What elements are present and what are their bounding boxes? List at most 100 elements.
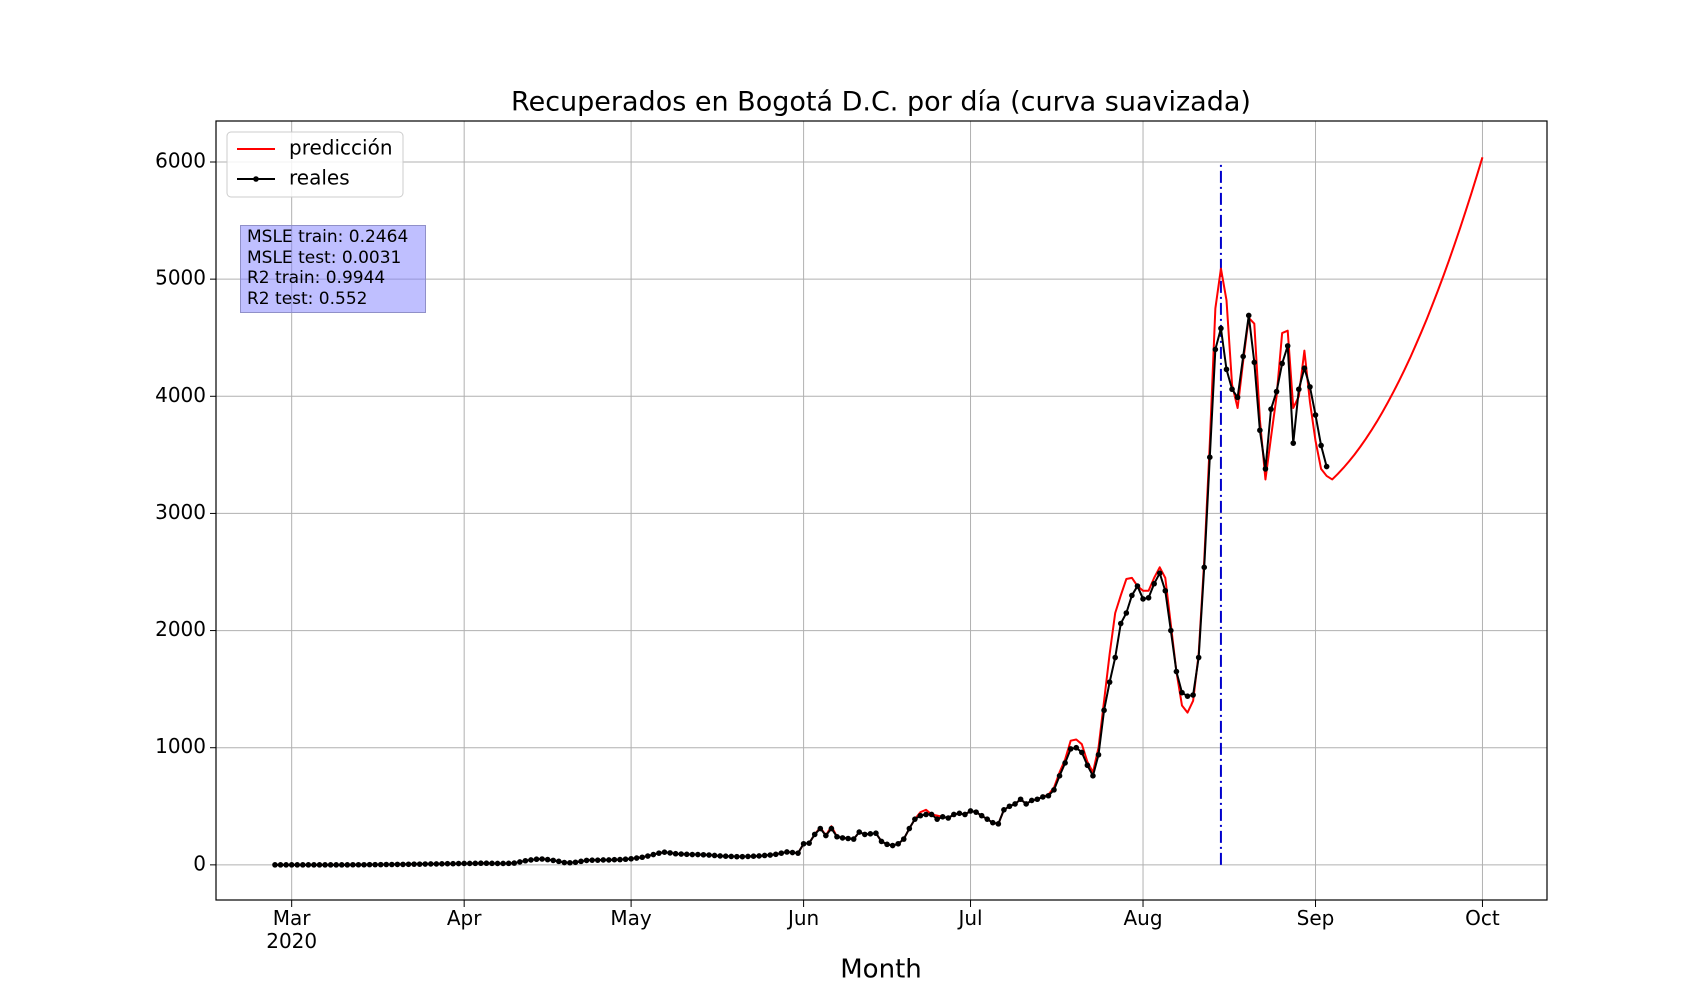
point (912, 816, 918, 822)
point (272, 862, 278, 868)
point (494, 860, 501, 867)
point (811, 831, 818, 838)
point (600, 857, 607, 863)
point (455, 860, 462, 867)
point (878, 838, 885, 845)
point (1140, 596, 1146, 602)
x-tick-label: Jun (787, 906, 820, 930)
point (333, 862, 339, 868)
point (1201, 564, 1208, 571)
point (1062, 760, 1068, 766)
point (311, 862, 317, 868)
point (578, 858, 584, 865)
point (867, 831, 874, 837)
metric: R2 train: 0.9944 (247, 268, 386, 288)
point (466, 860, 473, 867)
point (416, 861, 423, 867)
point (1051, 787, 1057, 793)
point (561, 859, 568, 866)
point (589, 857, 595, 863)
point (405, 861, 412, 868)
point (661, 849, 668, 856)
point (1223, 366, 1230, 373)
point (1190, 692, 1196, 698)
point (772, 851, 779, 858)
point (1268, 406, 1274, 412)
point (572, 859, 579, 866)
point (945, 815, 952, 821)
point (873, 830, 879, 837)
point (1090, 773, 1096, 779)
point (1067, 746, 1074, 752)
point (511, 860, 518, 866)
point (1145, 594, 1152, 601)
point (884, 841, 890, 848)
point (928, 811, 935, 818)
point (1106, 679, 1113, 685)
point (1218, 325, 1224, 332)
point (745, 853, 751, 860)
point (1095, 751, 1102, 758)
point (862, 831, 868, 838)
point (433, 861, 440, 867)
point (717, 853, 723, 859)
point (967, 808, 974, 814)
point (1251, 359, 1258, 366)
x-tick-label: Apr (446, 906, 482, 930)
point (1168, 627, 1174, 634)
point (327, 862, 334, 868)
point (478, 860, 484, 867)
point (528, 857, 534, 863)
point (567, 859, 573, 866)
point (1017, 796, 1024, 803)
point (422, 861, 429, 867)
point (611, 856, 618, 863)
point (956, 810, 963, 817)
metric: R2 test: 0.552 (247, 288, 368, 309)
point (366, 861, 373, 868)
point (939, 814, 946, 820)
point (350, 861, 356, 868)
point (800, 840, 807, 847)
plot-frame (215, 120, 1548, 901)
point (1312, 412, 1319, 418)
point (338, 862, 345, 868)
point (1023, 801, 1029, 807)
point (522, 857, 529, 864)
point (1040, 794, 1046, 800)
point (734, 853, 740, 860)
point (683, 851, 690, 858)
point (828, 825, 835, 832)
point (1001, 807, 1007, 813)
point (1156, 570, 1163, 576)
point (973, 809, 979, 815)
x-tick-label: May (610, 906, 652, 930)
point (644, 853, 651, 859)
point (533, 856, 540, 863)
point (656, 850, 662, 856)
point (500, 860, 506, 867)
point (778, 850, 785, 856)
point (305, 862, 312, 868)
point (784, 849, 790, 855)
point (834, 833, 840, 840)
point (472, 860, 479, 867)
metric: MSLE train: 0.2464 (247, 227, 409, 247)
point (1162, 587, 1169, 594)
point (294, 862, 301, 868)
y-tick-label: 4000 (155, 383, 206, 407)
point (1301, 365, 1308, 371)
point (839, 835, 846, 841)
point (1129, 592, 1135, 599)
x-tick-label: Jul (958, 906, 983, 930)
point (1229, 386, 1235, 393)
point (1006, 803, 1013, 810)
point (806, 840, 812, 846)
point (394, 861, 401, 868)
point (1257, 427, 1263, 434)
point (934, 816, 940, 822)
point (1290, 440, 1297, 446)
point (316, 862, 323, 868)
